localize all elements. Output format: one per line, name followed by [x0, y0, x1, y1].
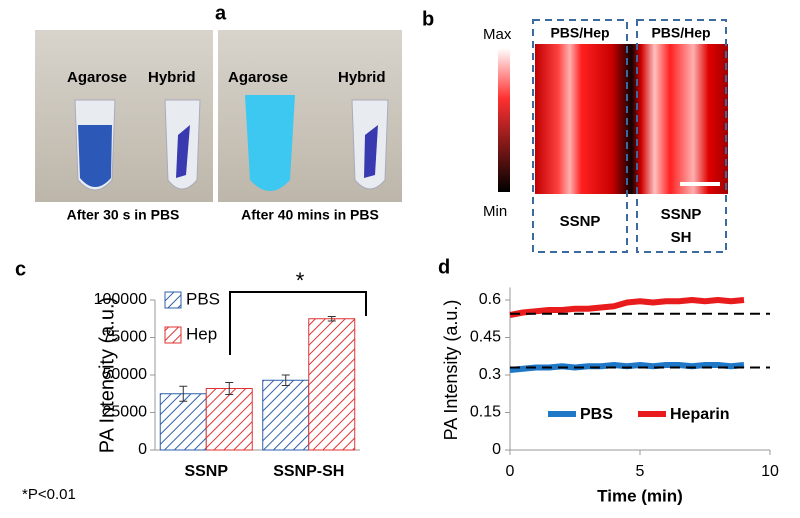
photo-label: Hybrid — [338, 69, 386, 86]
photo-caption: After 40 mins in PBS — [241, 207, 379, 223]
bar — [308, 318, 356, 451]
x-axis-label: Time (min) — [597, 486, 683, 505]
y-tick-label: 50000 — [103, 366, 148, 383]
x-tick-label: 10 — [761, 463, 779, 480]
colorbar — [498, 48, 510, 192]
legend-label: PBS — [580, 406, 613, 423]
column-label: SSNP — [661, 206, 702, 223]
column-label: SH — [671, 229, 692, 246]
photo-label: Agarose — [67, 69, 127, 86]
y-axis-label: PA Intensity (a.u.) — [441, 300, 461, 441]
photo-label: Hybrid — [148, 69, 196, 86]
error-bar — [179, 385, 188, 402]
column-label: SSNP — [560, 213, 601, 230]
photo-label: Agarose — [228, 69, 288, 86]
column-label: PBS/Hep — [550, 25, 609, 41]
panel-label: c — [15, 258, 26, 280]
error-bar — [281, 374, 290, 386]
y-tick-label: 0 — [138, 441, 147, 458]
y-tick-label: 0.45 — [470, 329, 501, 346]
panel-label: d — [438, 256, 450, 278]
data-line — [509, 297, 745, 318]
legend-label: PBS — [186, 289, 220, 308]
x-tick-label: SSNP-SH — [273, 463, 344, 480]
panel-label: b — [422, 8, 434, 30]
group-box — [532, 19, 628, 253]
y-tick-label: 0.6 — [479, 291, 501, 308]
gel — [78, 125, 112, 187]
x-tick-label: 0 — [506, 463, 515, 480]
significance-bracket — [229, 291, 367, 355]
annotation: *P<0.01 — [22, 486, 76, 503]
bar — [159, 393, 207, 451]
colorbar-label: Min — [483, 203, 507, 220]
column-label: PBS/Hep — [651, 25, 710, 41]
colorbar-label: Max — [483, 26, 512, 43]
error-bar — [327, 316, 336, 322]
gel — [364, 125, 378, 178]
photo-caption: After 30 s in PBS — [67, 207, 180, 223]
y-tick-label: 100000 — [94, 291, 147, 308]
legend-label: Hep — [186, 324, 217, 343]
y-tick-label: 0.3 — [479, 366, 501, 383]
annotation: * — [296, 268, 305, 293]
x-tick-label: 5 — [636, 463, 645, 480]
bar — [262, 379, 310, 451]
legend-swatch — [164, 326, 182, 344]
panel-label: a — [215, 2, 227, 24]
y-tick-label: 25000 — [103, 404, 148, 421]
legend-swatch — [164, 291, 182, 309]
bar — [205, 388, 253, 451]
gel — [176, 125, 190, 178]
legend-label: Heparin — [670, 406, 730, 423]
error-bar — [225, 382, 234, 395]
y-tick-label: 0 — [492, 441, 501, 458]
y-axis-label: PA Intensity (a.u.) — [96, 297, 118, 453]
pa-image — [535, 44, 728, 194]
group-box — [636, 19, 727, 253]
y-tick-label: 0.15 — [470, 404, 501, 421]
tube — [245, 95, 295, 191]
x-tick-label: SSNP — [184, 463, 228, 480]
y-tick-label: 75000 — [103, 329, 148, 346]
